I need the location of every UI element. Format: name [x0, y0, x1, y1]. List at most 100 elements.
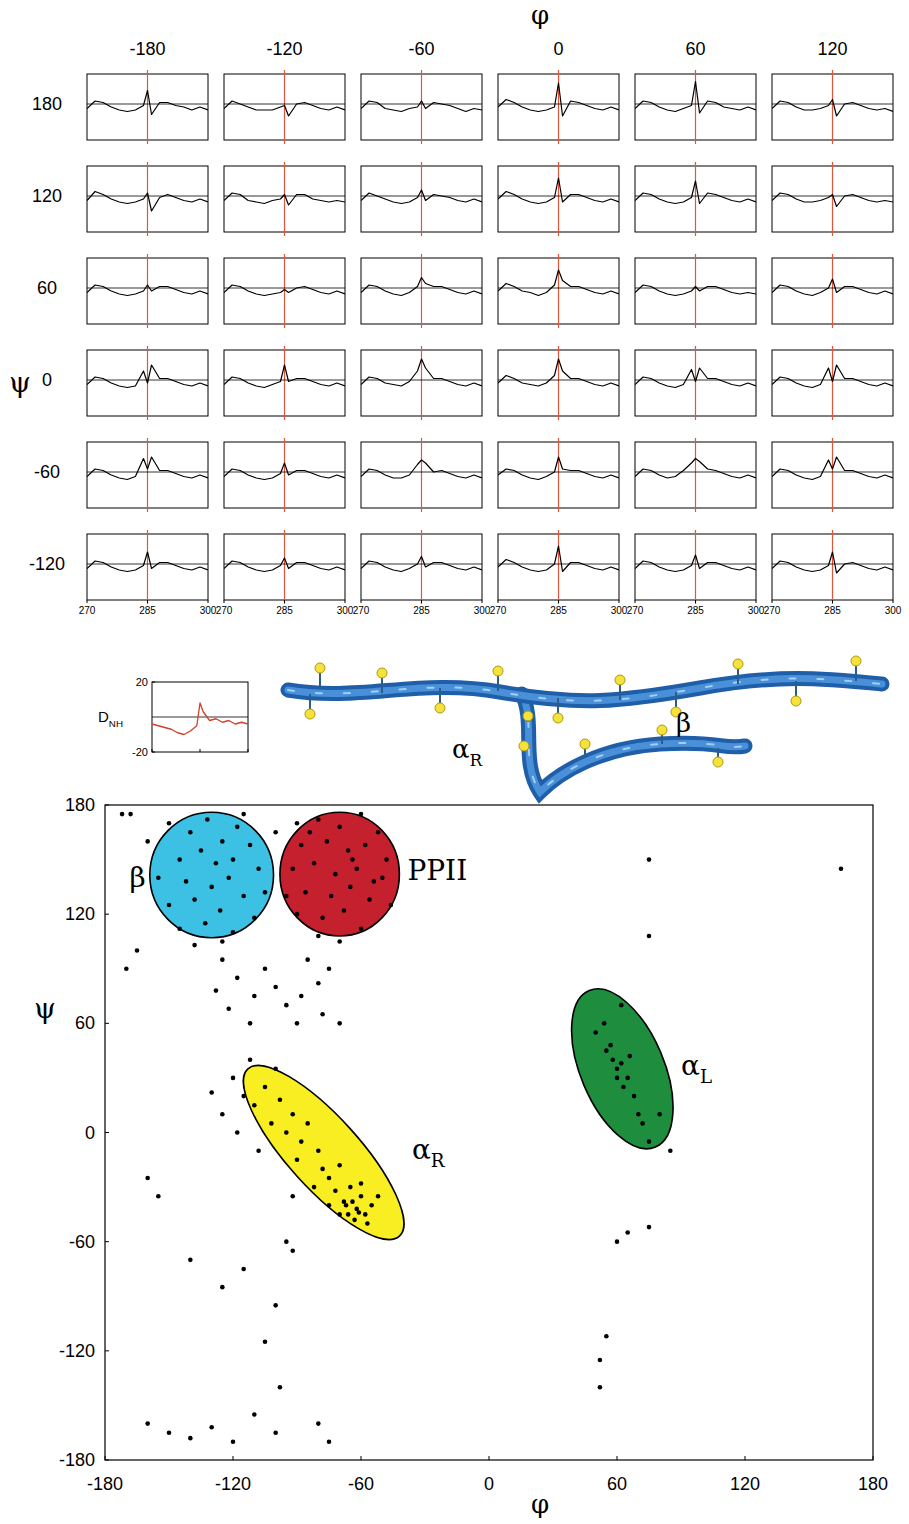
panel: [498, 346, 619, 420]
tick: [489, 1456, 490, 1460]
plot-area: [120, 812, 844, 1444]
panel: [635, 438, 756, 512]
plot-area: [635, 459, 756, 479]
tick-label: 270: [79, 605, 96, 616]
tick: [105, 805, 109, 806]
profile-line: [361, 101, 482, 112]
point: [135, 948, 140, 953]
point: [346, 1212, 351, 1217]
point: [235, 1130, 240, 1135]
point: [647, 1225, 652, 1230]
profile-line: [361, 460, 482, 478]
tick-label: 300: [337, 605, 354, 616]
point: [337, 1021, 342, 1026]
reference-line: [558, 70, 559, 144]
panel: [224, 346, 345, 420]
point: [363, 1212, 368, 1217]
plot-area: [87, 457, 208, 480]
panel: 270285300: [764, 530, 902, 616]
point: [241, 1267, 246, 1272]
point: [226, 875, 231, 880]
reference-line: [284, 162, 285, 236]
profile-line: [87, 285, 208, 296]
plot-area: [361, 190, 482, 204]
tick: [695, 600, 696, 603]
point: [218, 908, 223, 913]
point: [657, 1112, 662, 1117]
plot-area: [224, 285, 345, 296]
point: [299, 994, 304, 999]
profile-line: [498, 270, 619, 296]
column-label: 120: [817, 39, 847, 59]
point: [269, 1121, 274, 1126]
panel: [361, 438, 482, 512]
point: [273, 830, 278, 835]
region-label: αR: [412, 1133, 446, 1171]
point: [604, 1048, 609, 1053]
reference-line: [284, 254, 285, 328]
plot-area: [361, 359, 482, 386]
point: [273, 1067, 278, 1072]
tick: [756, 600, 757, 603]
point: [380, 875, 385, 880]
plot-area: [635, 181, 756, 204]
point: [333, 1188, 338, 1193]
profile-line: [87, 365, 208, 388]
panel: [224, 70, 345, 144]
point: [145, 1421, 150, 1426]
tick: [224, 600, 225, 603]
tick-label: 285: [550, 605, 567, 616]
reference-line: [558, 530, 559, 604]
tick: [482, 600, 483, 603]
point: [316, 1421, 321, 1426]
point: [284, 1130, 289, 1135]
pin-head: [851, 656, 861, 666]
profile-line: [498, 359, 619, 386]
point: [252, 994, 257, 999]
tick-label: 60: [75, 1013, 95, 1033]
column-label: 0: [553, 39, 563, 59]
point: [337, 939, 342, 944]
reference-line: [147, 70, 148, 144]
tick: [284, 600, 285, 603]
point: [284, 1239, 289, 1244]
point: [188, 1258, 193, 1263]
panel: [87, 346, 208, 420]
tick-label: 300: [200, 605, 217, 616]
point: [619, 1061, 624, 1066]
plot-area: [498, 270, 619, 296]
tick: [208, 600, 209, 603]
reference-line: [695, 254, 696, 328]
region-label: PPII: [407, 854, 467, 887]
point: [177, 857, 182, 862]
point: [598, 1358, 603, 1363]
point: [167, 821, 172, 826]
tick-label: 300: [748, 605, 765, 616]
reference-line: [832, 346, 833, 420]
diagram-label-sub: R: [470, 750, 484, 770]
panel: [87, 70, 208, 144]
point: [348, 1185, 353, 1190]
inset-frame: [152, 682, 248, 752]
point: [278, 1097, 283, 1102]
point: [252, 1412, 257, 1417]
region: [150, 812, 274, 938]
tick: [200, 749, 201, 752]
tick-label: 270: [216, 605, 233, 616]
plot-area: [498, 178, 619, 204]
reference-line: [832, 70, 833, 144]
panel: [635, 162, 756, 236]
tick-label: 300: [611, 605, 628, 616]
axis-title: DNH: [98, 708, 123, 729]
profile-line: [224, 365, 345, 388]
point: [220, 839, 225, 844]
pin-head: [305, 709, 315, 719]
profile-line: [87, 192, 208, 212]
point: [120, 812, 125, 817]
diagram-label: αR: [452, 734, 484, 770]
pin-head: [519, 741, 529, 751]
plot-area: [635, 555, 756, 572]
point: [316, 1148, 321, 1153]
point: [295, 1021, 300, 1026]
point: [598, 1385, 603, 1390]
